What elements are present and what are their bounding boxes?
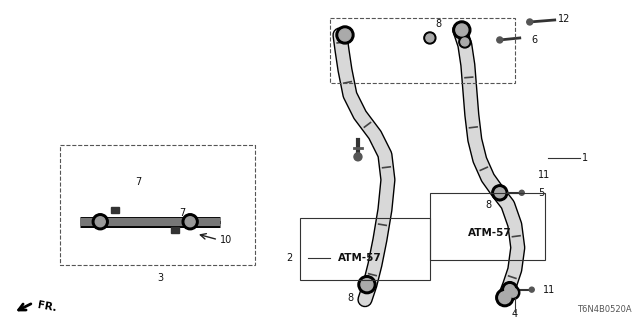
Text: 8: 8 xyxy=(347,293,353,303)
Bar xyxy=(430,193,545,260)
Text: ATM-57: ATM-57 xyxy=(468,228,511,238)
Circle shape xyxy=(461,38,469,46)
Circle shape xyxy=(502,282,518,298)
Circle shape xyxy=(527,19,532,25)
Circle shape xyxy=(519,190,524,195)
Circle shape xyxy=(361,279,373,291)
Circle shape xyxy=(492,185,508,201)
Circle shape xyxy=(95,217,105,227)
Text: 7: 7 xyxy=(135,177,141,187)
Text: 7: 7 xyxy=(179,208,186,218)
Circle shape xyxy=(496,289,514,307)
Bar xyxy=(111,207,119,213)
Text: 11: 11 xyxy=(538,170,550,180)
Circle shape xyxy=(426,34,434,42)
Text: 5: 5 xyxy=(538,188,544,198)
Text: 12: 12 xyxy=(557,14,570,24)
Circle shape xyxy=(182,214,198,230)
Text: 9: 9 xyxy=(370,138,376,148)
Text: 8: 8 xyxy=(436,19,442,29)
Circle shape xyxy=(506,286,520,300)
Circle shape xyxy=(497,37,503,43)
Circle shape xyxy=(92,214,108,230)
Text: FR.: FR. xyxy=(36,300,57,313)
Circle shape xyxy=(339,29,351,41)
Text: 8: 8 xyxy=(486,200,492,210)
Text: 6: 6 xyxy=(532,35,538,45)
Bar xyxy=(60,145,255,265)
Circle shape xyxy=(354,153,362,161)
Bar xyxy=(300,218,430,280)
Circle shape xyxy=(505,285,515,295)
Circle shape xyxy=(495,188,505,198)
Circle shape xyxy=(456,24,468,36)
Text: 11: 11 xyxy=(543,285,555,295)
Circle shape xyxy=(499,292,511,304)
Circle shape xyxy=(529,287,534,292)
Text: 4: 4 xyxy=(512,308,518,319)
Circle shape xyxy=(424,32,436,44)
Circle shape xyxy=(358,276,376,294)
Text: T6N4B0520A: T6N4B0520A xyxy=(577,305,632,314)
Circle shape xyxy=(336,26,354,44)
Text: 2: 2 xyxy=(286,253,292,263)
Text: ATM-57: ATM-57 xyxy=(338,253,382,263)
Circle shape xyxy=(459,36,471,48)
Text: 1: 1 xyxy=(582,153,588,163)
Bar xyxy=(330,18,515,83)
Bar xyxy=(171,227,179,233)
Text: 3: 3 xyxy=(157,273,163,283)
Circle shape xyxy=(185,217,195,227)
Circle shape xyxy=(508,288,517,297)
Circle shape xyxy=(453,21,471,39)
Text: 10: 10 xyxy=(220,235,232,245)
